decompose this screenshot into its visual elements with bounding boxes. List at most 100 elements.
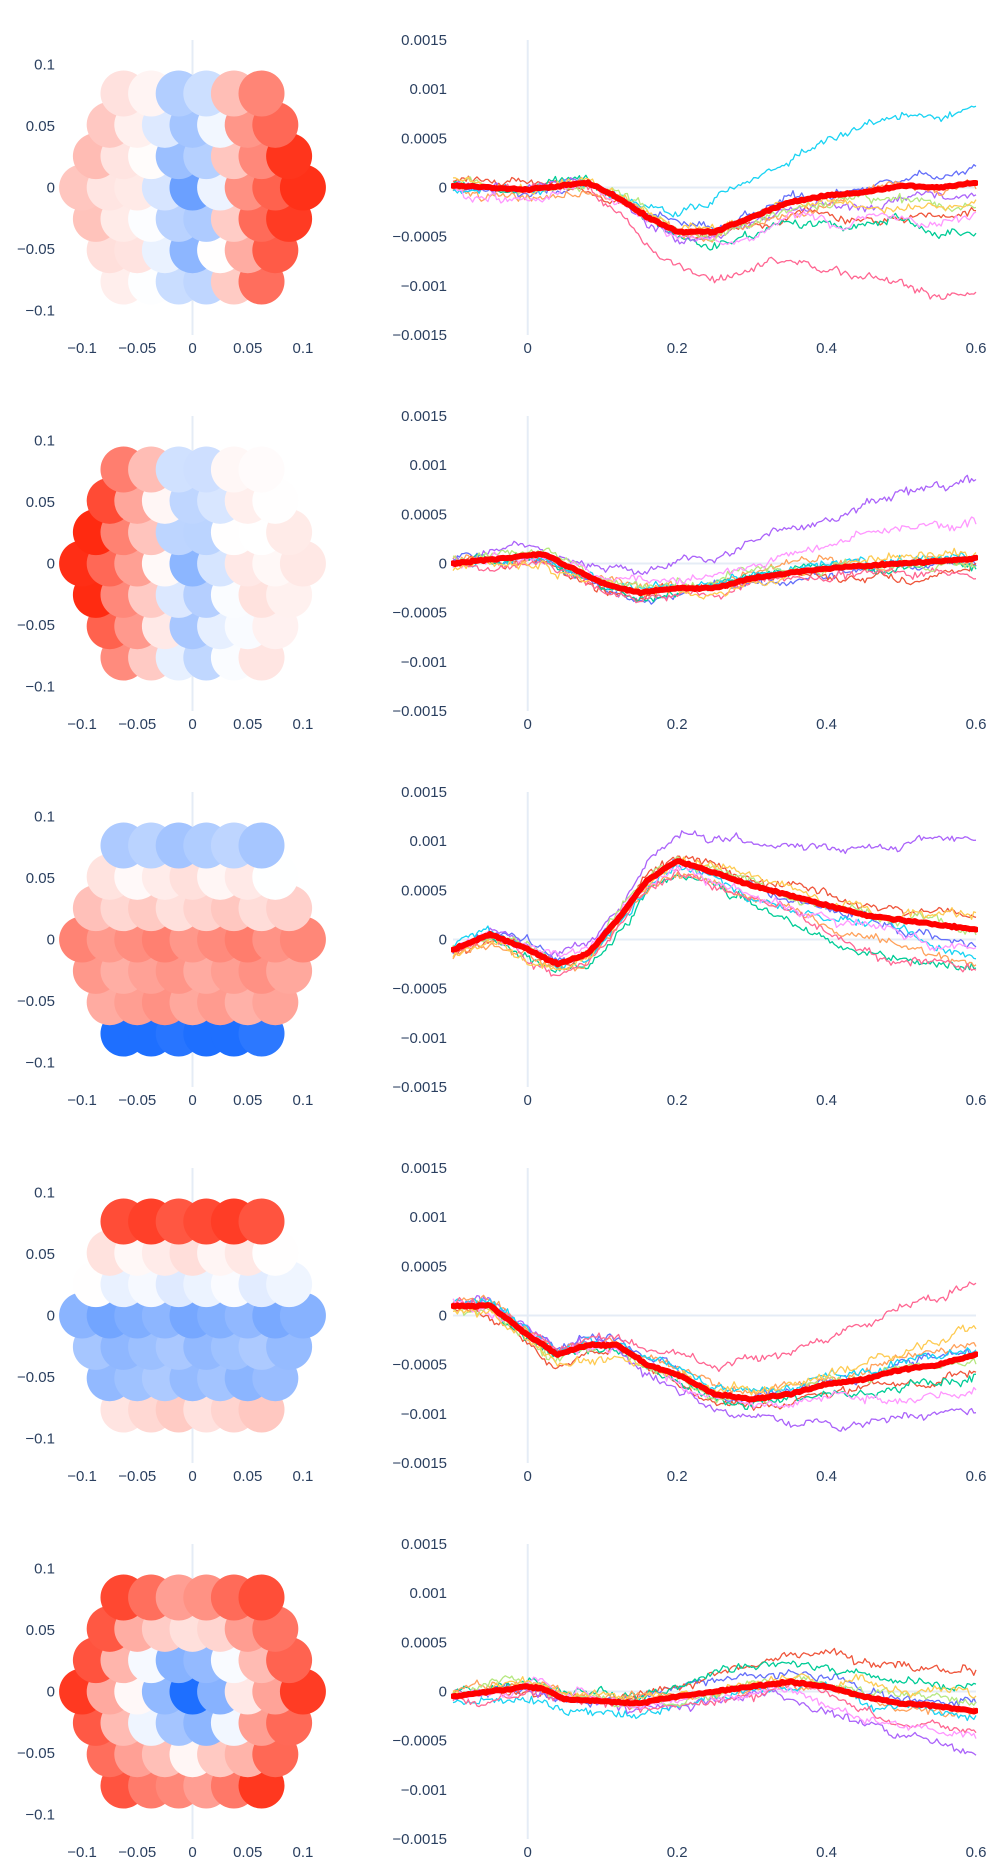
- timeseries-y-tick: 0.001: [409, 1209, 447, 1226]
- timeseries-x-tick: 0.6: [966, 1468, 987, 1485]
- timeseries-y-tick: 0.001: [409, 1585, 447, 1602]
- topomap-x-tick: 0: [188, 1468, 196, 1485]
- mean-trace: [451, 551, 978, 597]
- channel-trace-9: [452, 1676, 977, 1739]
- channel-trace-9: [452, 181, 977, 246]
- timeseries-y-tick: −0.0015: [392, 327, 447, 344]
- timeseries-x-tick: 0.6: [966, 716, 987, 733]
- timeseries-y-tick: 0.0005: [401, 882, 447, 899]
- topomap-y-tick: −0.05: [17, 1745, 55, 1762]
- channel-trace-6: [452, 105, 977, 218]
- topomap-x-tick: −0.05: [118, 1092, 156, 1109]
- timeseries-y-tick: 0.0015: [401, 1160, 447, 1177]
- channel-trace-7: [452, 868, 977, 977]
- topomap-x-tick: −0.1: [67, 1092, 97, 1109]
- topomap-x-tick: −0.05: [118, 1844, 156, 1861]
- timeseries-y-tick: 0: [439, 180, 447, 197]
- channel-trace-4: [452, 1685, 977, 1756]
- timeseries-y-tick: 0.0015: [401, 32, 447, 49]
- timeseries-x-tick: 0.4: [816, 340, 837, 357]
- timeseries-traces: [451, 1647, 978, 1756]
- timeseries-y-tick: 0: [439, 1308, 447, 1325]
- timeseries-2: 0.0015 0.001 0.0005 0 −0.0005 −0.001 −0.0015 0 0…: [392, 408, 986, 733]
- sensor-dot: [238, 1574, 285, 1621]
- topomap-x-tick: 0: [188, 716, 196, 733]
- timeseries-x-tick: 0.4: [816, 716, 837, 733]
- timeseries-y-tick: −0.001: [401, 1782, 447, 1799]
- topomap-x-tick: −0.1: [67, 340, 97, 357]
- channel-trace-2: [452, 1304, 977, 1411]
- topomap-x-tick: −0.1: [67, 1844, 97, 1861]
- timeseries-y-tick: 0.001: [409, 81, 447, 98]
- topomap-y-tick: 0: [47, 932, 55, 949]
- topomap-y-tick: −0.05: [17, 241, 55, 258]
- timeseries-4: 0.0015 0.001 0.0005 0 −0.0005 −0.001 −0.0015 0 0…: [392, 1160, 986, 1485]
- topomap-y-tick: 0.1: [34, 57, 55, 74]
- topomap-5: −0.1 −0.05 0 0.05 0.1 0.1 0.05 0 −0.05 −0.1: [17, 1544, 326, 1861]
- topomap-x-tick: −0.05: [118, 716, 156, 733]
- timeseries-y-tick: 0.0015: [401, 408, 447, 425]
- topomap-x-tick: 0.05: [233, 716, 262, 733]
- timeseries-y-tick: 0.0005: [401, 506, 447, 523]
- timeseries-x-tick: 0: [524, 1844, 532, 1861]
- panel-row-5: −0.1 −0.05 0 0.05 0.1 0.1 0.05 0 −0.05 −0.1 0.0015…: [17, 1536, 986, 1861]
- panel-row-1: −0.1 −0.05 0 0.05 0.1 0.1 0.05 0 −0.05 −0.1 0.0015…: [17, 32, 986, 357]
- channel-trace-7: [452, 1680, 977, 1734]
- mean-trace: [451, 179, 978, 236]
- sensor-dot: [238, 1198, 285, 1245]
- channel-trace-5: [452, 871, 977, 972]
- topomap-y-tick: 0.05: [26, 118, 55, 135]
- channel-trace-4: [452, 474, 977, 576]
- sensor-dot: [238, 70, 285, 117]
- timeseries-5: 0.0015 0.001 0.0005 0 −0.0005 −0.001 −0.0015 0 0…: [392, 1536, 986, 1861]
- sensor-dot: [238, 822, 285, 869]
- timeseries-traces: [451, 105, 978, 300]
- panel-row-3: −0.1 −0.05 0 0.05 0.1 0.1 0.05 0 −0.05 −0.1 0.0015…: [17, 784, 986, 1109]
- timeseries-x-tick: 0.4: [816, 1092, 837, 1109]
- topomap-x-tick: 0.05: [233, 1844, 262, 1861]
- mean-trace: [451, 1302, 978, 1403]
- topomap-3: −0.1 −0.05 0 0.05 0.1 0.1 0.05 0 −0.05 −0.1: [17, 792, 326, 1109]
- timeseries-x-tick: 0.2: [667, 716, 688, 733]
- mean-trace: [451, 858, 978, 968]
- timeseries-y-tick: −0.0005: [392, 1733, 447, 1750]
- topomap-x-tick: −0.05: [118, 1468, 156, 1485]
- timeseries-traces: [451, 1281, 978, 1432]
- channel-trace-7: [452, 1281, 977, 1373]
- topomap-1: −0.1 −0.05 0 0.05 0.1 0.1 0.05 0 −0.05 −0.1: [17, 40, 326, 357]
- timeseries-y-tick: −0.0005: [392, 1357, 447, 1374]
- topomap-x-tick: −0.05: [118, 340, 156, 357]
- channel-trace-10: [452, 547, 977, 600]
- timeseries-y-tick: −0.0015: [392, 703, 447, 720]
- topomap-y-tick: 0.05: [26, 1622, 55, 1639]
- topomap-4: −0.1 −0.05 0 0.05 0.1 0.1 0.05 0 −0.05 −0.1: [17, 1168, 326, 1485]
- topomap-y-tick: 0.1: [34, 809, 55, 826]
- timeseries-y-tick: −0.0015: [392, 1455, 447, 1472]
- topomap-x-tick: −0.1: [67, 1468, 97, 1485]
- timeseries-x-tick: 0.2: [667, 1468, 688, 1485]
- timeseries-3: 0.0015 0.001 0.0005 0 −0.0005 −0.001 −0.0015 0 0…: [392, 784, 986, 1109]
- timeseries-y-tick: −0.001: [401, 1030, 447, 1047]
- timeseries-y-tick: −0.0015: [392, 1831, 447, 1848]
- timeseries-y-tick: 0.0015: [401, 1536, 447, 1553]
- panel-row-2: −0.1 −0.05 0 0.05 0.1 0.1 0.05 0 −0.05 −0.1 0.0015…: [17, 408, 986, 733]
- topomap-x-tick: 0.1: [292, 1844, 313, 1861]
- timeseries-y-tick: 0: [439, 1684, 447, 1701]
- timeseries-y-tick: −0.001: [401, 1406, 447, 1423]
- topomap-x-tick: 0: [188, 1844, 196, 1861]
- timeseries-y-tick: 0.001: [409, 833, 447, 850]
- timeseries-y-tick: −0.0015: [392, 1079, 447, 1096]
- topomap-y-tick: −0.1: [25, 1430, 55, 1447]
- topomap-y-tick: 0: [47, 180, 55, 197]
- topomap-y-tick: −0.05: [17, 617, 55, 634]
- timeseries-x-tick: 0.2: [667, 1844, 688, 1861]
- topomap-x-tick: 0.1: [292, 716, 313, 733]
- panel-row-4: −0.1 −0.05 0 0.05 0.1 0.1 0.05 0 −0.05 −0.1 0.0015…: [17, 1160, 986, 1485]
- topomap-x-tick: 0: [188, 340, 196, 357]
- timeseries-traces: [451, 830, 978, 977]
- topomap-y-tick: −0.1: [25, 678, 55, 695]
- timeseries-x-tick: 0.2: [667, 1092, 688, 1109]
- timeseries-y-tick: −0.001: [401, 278, 447, 295]
- topomap-y-tick: 0.05: [26, 870, 55, 887]
- topomap-y-tick: 0: [47, 1308, 55, 1325]
